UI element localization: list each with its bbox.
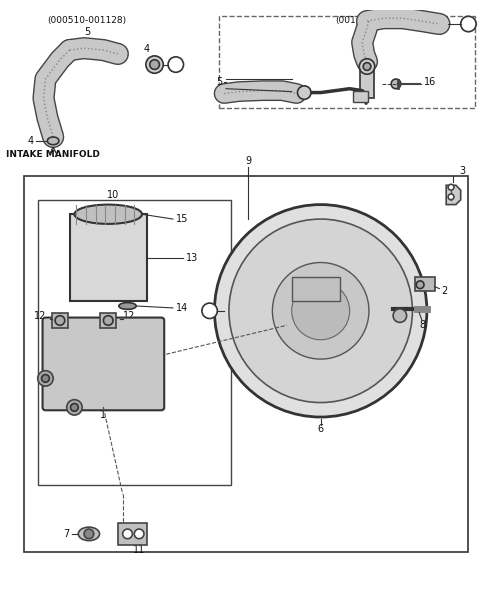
Bar [415,277,434,291]
Text: INTAKE MANIFOLD: INTAKE MANIFOLD [6,150,100,159]
Text: 4: 4 [28,136,34,146]
Ellipse shape [48,137,59,145]
Text: 1: 1 [100,410,107,420]
Ellipse shape [74,205,142,224]
Text: 11: 11 [133,545,145,555]
Circle shape [150,60,159,70]
Circle shape [416,281,424,288]
Bar [38,200,231,485]
Circle shape [272,263,369,359]
Bar [100,313,116,328]
Text: 10: 10 [107,190,119,200]
Circle shape [393,309,407,323]
Text: 9: 9 [245,156,252,166]
Circle shape [42,375,49,382]
Text: 14: 14 [176,303,188,313]
Text: 5: 5 [84,27,90,37]
Bar [24,175,468,552]
Text: 2: 2 [442,287,448,296]
Circle shape [168,57,183,72]
Circle shape [71,403,78,411]
Text: A: A [206,306,213,315]
Circle shape [448,185,454,190]
Circle shape [461,16,476,32]
Circle shape [363,63,371,70]
Circle shape [448,194,454,200]
Circle shape [292,282,349,340]
Bar [360,67,374,98]
Bar [352,90,368,102]
Text: (001128-): (001128-) [335,16,380,24]
FancyBboxPatch shape [43,318,164,410]
Circle shape [103,316,113,325]
Circle shape [55,316,65,325]
Circle shape [229,219,412,403]
Circle shape [67,400,82,415]
Circle shape [215,205,427,417]
Bar [70,214,147,301]
Circle shape [202,303,217,318]
Ellipse shape [78,527,99,541]
Ellipse shape [119,302,136,309]
Text: 12: 12 [123,310,135,321]
Polygon shape [446,185,461,205]
Circle shape [38,371,53,386]
Circle shape [298,86,311,100]
Text: 8: 8 [419,320,425,331]
Text: 15: 15 [176,214,188,224]
Circle shape [134,529,144,539]
Bar [118,523,147,544]
Text: 5: 5 [216,77,222,87]
Text: 13: 13 [185,253,198,263]
Circle shape [146,56,163,73]
FancyBboxPatch shape [219,16,475,108]
Text: A: A [465,20,472,29]
Text: A: A [173,60,179,69]
Text: 12: 12 [34,310,46,321]
Circle shape [123,529,132,539]
Text: 3: 3 [459,166,466,176]
Bar [292,277,340,301]
Circle shape [84,529,94,539]
Circle shape [360,59,375,74]
Text: 6: 6 [318,423,324,434]
Text: 16: 16 [424,77,436,87]
Bar [52,313,68,328]
Text: (000510-001128): (000510-001128) [48,16,127,24]
Text: 4: 4 [144,44,150,54]
Circle shape [391,79,401,89]
Text: 7: 7 [63,529,70,539]
